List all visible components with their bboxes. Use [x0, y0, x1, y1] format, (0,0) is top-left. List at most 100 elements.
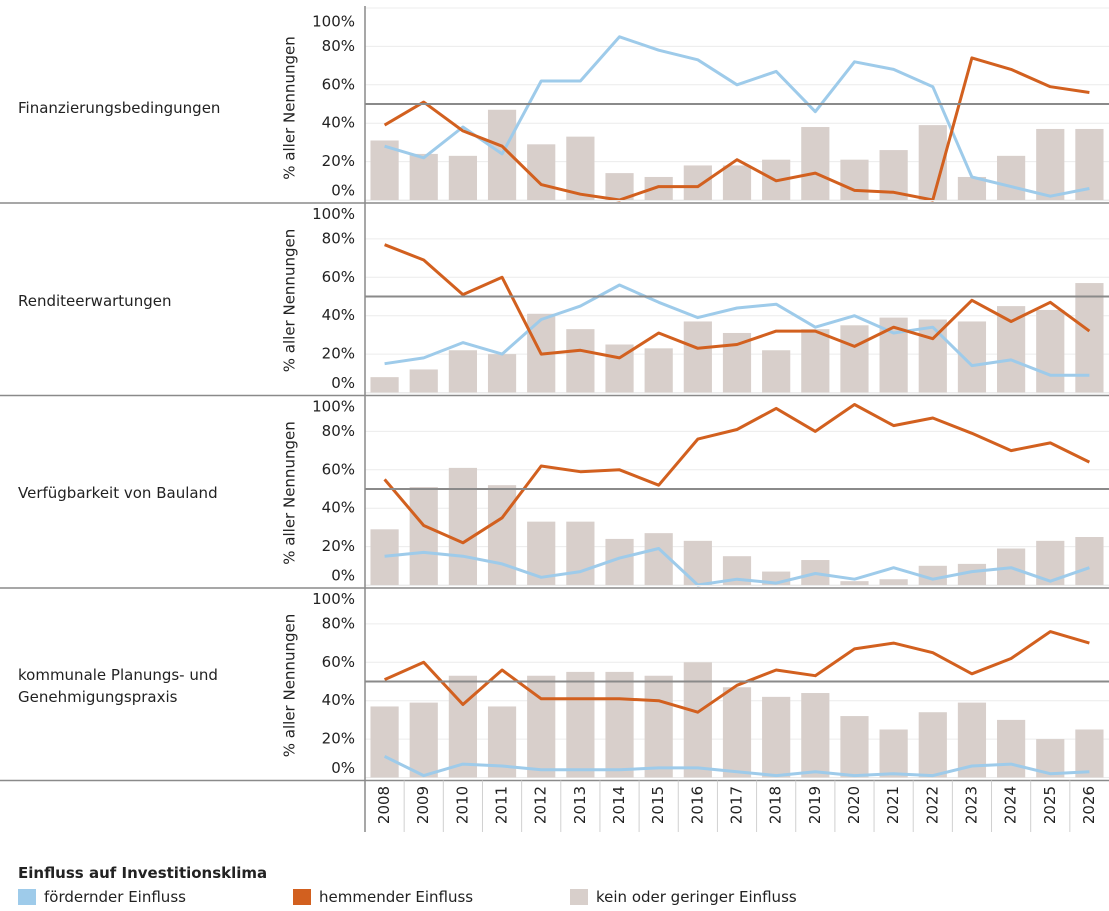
bar	[448, 155, 477, 200]
bar	[997, 306, 1026, 393]
bar	[1075, 128, 1104, 200]
bar	[487, 485, 517, 585]
x-tick-label: 2010	[453, 786, 471, 824]
bar	[683, 662, 712, 778]
y-tick-label: 0%	[331, 182, 355, 200]
bar	[370, 529, 399, 585]
x-tick-label: 2022	[923, 786, 941, 824]
row-label: kommunale Planungs- und Genehmigungsprax…	[18, 665, 218, 706]
bar	[1036, 128, 1065, 200]
y-axis-label: % aller Nennungen	[281, 421, 299, 564]
x-tick-label: 2021	[884, 786, 902, 824]
bar	[566, 521, 595, 585]
y-axis-label: % aller Nennungen	[281, 229, 299, 372]
bar	[409, 153, 438, 200]
bar	[683, 540, 712, 585]
y-tick-label: 20%	[322, 345, 355, 363]
x-tick-label: 2025	[1041, 786, 1059, 824]
y-tick-label: 0%	[331, 374, 355, 392]
y-tick-label: 80%	[322, 422, 355, 440]
x-tick-label: 2017	[728, 786, 746, 824]
bar	[801, 329, 830, 393]
y-tick-label: 0%	[331, 567, 355, 585]
bar	[879, 729, 908, 778]
legend-label: hemmender Einfluss	[319, 888, 474, 906]
x-tick-label: 2008	[375, 786, 393, 824]
row-label: Renditeerwartungen	[18, 291, 172, 310]
bar	[409, 702, 438, 778]
x-tick-label: 2014	[610, 786, 628, 824]
y-tick-label: 60%	[322, 268, 355, 286]
bar	[409, 369, 438, 393]
bar	[1036, 309, 1065, 393]
y-tick-label: 100%	[312, 398, 355, 416]
bar	[1075, 729, 1104, 778]
line	[383, 403, 1091, 545]
bar	[722, 687, 752, 778]
bar	[448, 467, 477, 585]
bar	[762, 696, 791, 778]
y-tick-label: 40%	[322, 499, 355, 517]
line	[384, 547, 1090, 587]
y-tick-label: 60%	[322, 653, 355, 671]
x-tick-label: 2009	[414, 786, 432, 824]
legend-label: fördernder Einfluss	[44, 888, 186, 906]
legend-swatch	[570, 889, 588, 905]
x-tick-label: 2018	[767, 786, 785, 824]
bar	[918, 712, 947, 778]
x-tick-label: 2013	[571, 786, 589, 824]
y-tick-label: 40%	[322, 114, 355, 132]
x-tick-label: 2026	[1080, 786, 1098, 824]
bar	[644, 348, 673, 393]
bar	[801, 127, 830, 200]
bar	[918, 319, 947, 393]
y-axis-label: % aller Nennungen	[281, 36, 299, 179]
line	[384, 243, 1091, 360]
legend-item: kein oder geringer Einfluss	[570, 888, 797, 906]
y-tick-label: 0%	[331, 759, 355, 777]
y-tick-label: 40%	[322, 306, 355, 324]
bar	[409, 487, 438, 585]
line	[384, 35, 1090, 198]
bar	[683, 165, 712, 200]
bar	[840, 159, 869, 200]
legend-swatch	[18, 889, 36, 905]
y-tick-label: 80%	[322, 614, 355, 632]
bar	[683, 321, 712, 393]
bar	[722, 165, 752, 200]
x-tick-label: 2020	[845, 786, 863, 824]
bar	[566, 671, 595, 778]
bar	[1075, 537, 1104, 585]
x-tick-label: 2024	[1002, 786, 1020, 824]
legend-title: Einfluss auf Investitionsklima	[18, 864, 268, 882]
x-tick-label: 2015	[649, 786, 667, 824]
bar	[997, 155, 1026, 200]
y-tick-label: 60%	[322, 75, 355, 93]
x-tick-label: 2023	[962, 786, 980, 824]
x-tick-label: 2012	[532, 786, 550, 824]
x-tick-label: 2011	[493, 786, 511, 824]
line	[383, 755, 1090, 778]
y-tick-label: 80%	[322, 37, 355, 55]
bar	[605, 671, 634, 778]
bar	[957, 176, 987, 200]
row-label: Finanzierungsbedingungen	[18, 99, 221, 117]
legend-item: hemmender Einfluss	[293, 888, 473, 906]
bar	[997, 719, 1026, 778]
bar	[879, 579, 908, 585]
line	[383, 630, 1090, 714]
bar	[840, 581, 869, 585]
bar	[527, 144, 556, 200]
bar	[840, 325, 869, 393]
y-tick-label: 20%	[322, 537, 355, 555]
bar	[644, 675, 673, 778]
y-tick-label: 40%	[322, 691, 355, 709]
y-tick-label: 20%	[322, 730, 355, 748]
bar	[566, 136, 595, 200]
legend-item: fördernder Einfluss	[18, 888, 186, 906]
legend-label: kein oder geringer Einfluss	[596, 888, 797, 906]
bar	[918, 565, 947, 585]
row-label: Verfügbarkeit von Bauland	[18, 484, 218, 502]
